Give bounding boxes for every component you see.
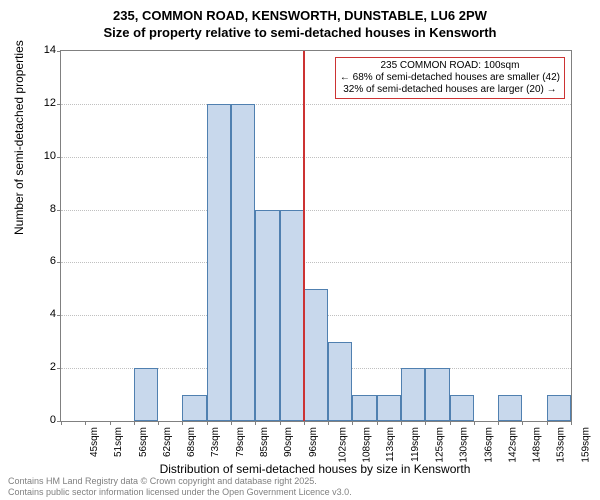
annotation-line1: 235 COMMON ROAD: 100sqm: [340, 60, 560, 72]
y-tick-label: 2: [50, 361, 56, 373]
y-tick-label: 10: [44, 150, 56, 162]
x-tick: [231, 421, 232, 425]
x-tick-label: 148sqm: [532, 427, 543, 463]
bar: [182, 395, 206, 421]
y-tick-label: 8: [50, 203, 56, 215]
bar: [450, 395, 474, 421]
y-tick: [57, 262, 61, 263]
y-tick: [57, 157, 61, 158]
x-tick: [255, 421, 256, 425]
x-tick-label: 102sqm: [337, 427, 348, 463]
y-axis-label: Number of semi-detached properties: [12, 40, 26, 235]
x-tick-label: 119sqm: [410, 427, 421, 462]
x-tick: [450, 421, 451, 425]
x-tick-label: 85sqm: [259, 427, 270, 457]
bar: [207, 104, 231, 421]
x-axis-label: Distribution of semi-detached houses by …: [60, 462, 570, 476]
x-tick: [207, 421, 208, 425]
x-tick: [85, 421, 86, 425]
x-tick-label: 108sqm: [362, 427, 373, 463]
bar: [547, 395, 571, 421]
y-tick: [57, 210, 61, 211]
x-tick-label: 45sqm: [89, 427, 100, 457]
bar: [498, 395, 522, 421]
x-tick-label: 113sqm: [385, 427, 396, 462]
x-tick: [425, 421, 426, 425]
x-tick: [377, 421, 378, 425]
x-tick-label: 159sqm: [580, 427, 591, 463]
x-tick: [134, 421, 135, 425]
x-tick: [498, 421, 499, 425]
y-tick: [57, 104, 61, 105]
x-tick: [474, 421, 475, 425]
chart-container: 235, COMMON ROAD, KENSWORTH, DUNSTABLE, …: [0, 0, 600, 500]
x-tick-label: 142sqm: [507, 427, 518, 463]
x-tick: [158, 421, 159, 425]
bar: [255, 210, 279, 421]
x-tick-label: 125sqm: [435, 427, 446, 463]
bar: [304, 289, 328, 421]
x-tick-label: 79sqm: [235, 427, 246, 457]
bar: [401, 368, 425, 421]
bar: [352, 395, 376, 421]
bar: [425, 368, 449, 421]
plot-area: 45sqm51sqm56sqm62sqm68sqm73sqm79sqm85sqm…: [60, 50, 572, 422]
gridline: [61, 262, 571, 263]
bar: [134, 368, 158, 421]
x-tick: [110, 421, 111, 425]
y-tick-label: 0: [50, 414, 56, 426]
chart-title-line2: Size of property relative to semi-detach…: [0, 25, 600, 40]
x-tick-label: 90sqm: [283, 427, 294, 457]
y-tick: [57, 368, 61, 369]
x-tick: [280, 421, 281, 425]
chart-title-line1: 235, COMMON ROAD, KENSWORTH, DUNSTABLE, …: [0, 0, 600, 23]
footer-line1: Contains HM Land Registry data © Crown c…: [8, 476, 352, 487]
gridline: [61, 157, 571, 158]
annotation-box: 235 COMMON ROAD: 100sqm← 68% of semi-det…: [335, 57, 565, 99]
bar: [328, 342, 352, 421]
bar: [231, 104, 255, 421]
x-tick-label: 130sqm: [459, 427, 470, 463]
footer-attribution: Contains HM Land Registry data © Crown c…: [8, 476, 352, 498]
y-tick-label: 6: [50, 255, 56, 267]
bar: [280, 210, 304, 421]
x-tick-label: 56sqm: [138, 427, 149, 457]
x-tick: [547, 421, 548, 425]
y-tick: [57, 51, 61, 52]
y-tick-label: 4: [50, 308, 56, 320]
x-tick-label: 96sqm: [308, 427, 319, 457]
x-tick: [571, 421, 572, 425]
y-tick-label: 14: [44, 44, 56, 56]
x-tick: [61, 421, 62, 425]
annotation-line3: 32% of semi-detached houses are larger (…: [340, 84, 560, 96]
reference-line: [303, 51, 305, 421]
gridline: [61, 210, 571, 211]
x-tick-label: 153sqm: [556, 427, 567, 463]
x-tick: [328, 421, 329, 425]
bar: [377, 395, 401, 421]
x-tick-label: 62sqm: [162, 427, 173, 457]
x-tick: [182, 421, 183, 425]
gridline: [61, 104, 571, 105]
footer-line2: Contains public sector information licen…: [8, 487, 352, 498]
y-tick: [57, 315, 61, 316]
x-tick: [401, 421, 402, 425]
x-tick-label: 73sqm: [210, 427, 221, 457]
x-tick-label: 68sqm: [186, 427, 197, 457]
annotation-line2: ← 68% of semi-detached houses are smalle…: [340, 72, 560, 84]
x-tick: [522, 421, 523, 425]
y-tick-label: 12: [44, 97, 56, 109]
x-tick-label: 51sqm: [113, 427, 124, 457]
x-tick-label: 136sqm: [483, 427, 494, 463]
x-tick: [304, 421, 305, 425]
x-tick: [352, 421, 353, 425]
